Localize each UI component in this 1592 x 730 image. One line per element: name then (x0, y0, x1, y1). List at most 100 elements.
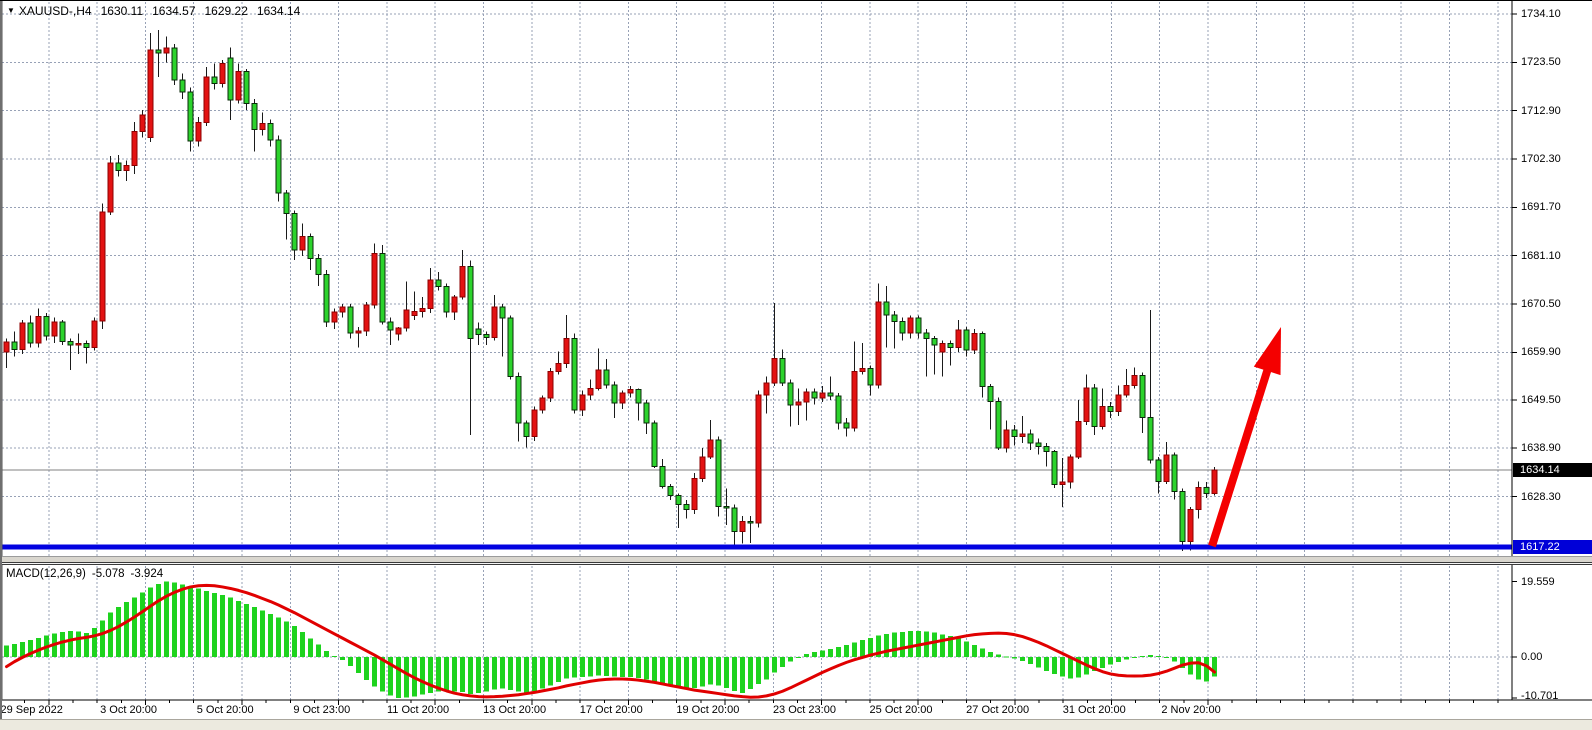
macd-bar (68, 630, 73, 657)
candles (3, 29, 1218, 552)
macd-bar (396, 657, 401, 699)
macd-bar (548, 657, 553, 686)
candle (507, 315, 514, 380)
date-axis-label: 17 Oct 20:00 (579, 704, 643, 716)
candle (115, 154, 122, 177)
macd-bar (332, 655, 337, 657)
time-axis[interactable]: 29 Sep 2022 3 Oct 20:00 5 Oct 20:00 9 Oct 2… (0, 700, 1592, 719)
candle (787, 379, 794, 427)
macd-bar (972, 645, 977, 657)
macd-bar (564, 657, 569, 679)
macd-bar (708, 657, 713, 685)
date-axis-label: 31 Oct 20:00 (1062, 704, 1126, 716)
macd-bar (524, 657, 529, 693)
macd-bar (204, 590, 209, 657)
candle (267, 119, 274, 147)
macd-bar (1140, 655, 1145, 657)
date-axis-label: 13 Oct 20:00 (483, 704, 547, 716)
candle (131, 122, 138, 175)
date-axis-label: 27 Oct 20:00 (966, 704, 1030, 716)
macd-bar (1028, 657, 1033, 664)
candle (499, 304, 506, 357)
macd-bar (252, 606, 257, 657)
price-axis-label: 1670.50 (1521, 298, 1561, 311)
candle (595, 348, 602, 391)
macd-bar (444, 657, 449, 691)
candle (355, 326, 362, 348)
price-axis-label: 1659.90 (1521, 346, 1561, 359)
candle (307, 233, 314, 270)
candle (275, 135, 282, 202)
macd-bar (692, 657, 697, 688)
macd-bar (348, 657, 353, 667)
candle (587, 379, 594, 400)
candle (643, 399, 650, 435)
macd-bar (180, 584, 185, 657)
macd-bar (356, 657, 361, 674)
candle (475, 322, 482, 346)
macd-bar (980, 648, 985, 657)
macd-bar (324, 650, 329, 657)
trend-arrow[interactable] (1208, 327, 1281, 548)
candle (531, 406, 538, 441)
candle (859, 342, 866, 375)
macd-bar (908, 631, 913, 657)
macd-bar (868, 637, 873, 657)
macd-bar (460, 657, 465, 693)
macd-bar (860, 640, 865, 657)
date-axis-label: 23 Oct 23:00 (772, 704, 836, 716)
macd-bar (156, 583, 161, 657)
macd-bar (420, 657, 425, 695)
pane-splitter[interactable] (0, 556, 1592, 565)
candle (387, 317, 394, 346)
candle (347, 304, 354, 339)
symbol-info-bar: ▼ XAUUSD-,H4 1630.11 1634.57 1629.22 1634.14 (7, 4, 300, 18)
candle (763, 376, 770, 414)
macd-bar (468, 657, 473, 694)
candle (147, 33, 154, 143)
candle (1147, 309, 1154, 464)
candle (899, 317, 906, 341)
candle (891, 310, 898, 349)
macd-histogram (4, 581, 1217, 699)
candle (331, 308, 338, 330)
macd-bar (92, 628, 97, 657)
candle (659, 459, 666, 489)
candle (939, 340, 946, 377)
candle (411, 291, 418, 321)
candle (547, 367, 554, 403)
candle (227, 47, 234, 120)
macd-bar (1076, 657, 1081, 678)
candle (731, 504, 738, 547)
macd-bar (812, 651, 817, 657)
candle (1171, 452, 1178, 500)
price-axis-label: 1723.50 (1521, 56, 1561, 69)
candle (691, 472, 698, 514)
macd-bar (764, 657, 769, 680)
macd-bar (828, 648, 833, 657)
candle (27, 315, 34, 348)
macd-bar (1068, 657, 1073, 679)
candle (203, 66, 210, 127)
macd-bar (60, 631, 65, 657)
date-axis-label: 9 Oct 23:00 (293, 704, 351, 716)
candle (187, 87, 194, 152)
macd-bar (604, 657, 609, 676)
macd-bar (620, 657, 625, 678)
macd-bar (540, 657, 545, 689)
candle (875, 283, 882, 389)
candle (675, 493, 682, 528)
macd-bar (1108, 657, 1113, 665)
candle (883, 285, 890, 348)
macd-bar (804, 653, 809, 657)
candle (1211, 466, 1218, 496)
macd-bar (28, 640, 33, 657)
macd-bar (484, 657, 489, 692)
candle (339, 304, 346, 318)
date-axis-label: 2 Nov 20:00 (1161, 704, 1221, 716)
macd-bar (668, 657, 673, 686)
macd-bar (20, 641, 25, 657)
candle (283, 190, 290, 240)
